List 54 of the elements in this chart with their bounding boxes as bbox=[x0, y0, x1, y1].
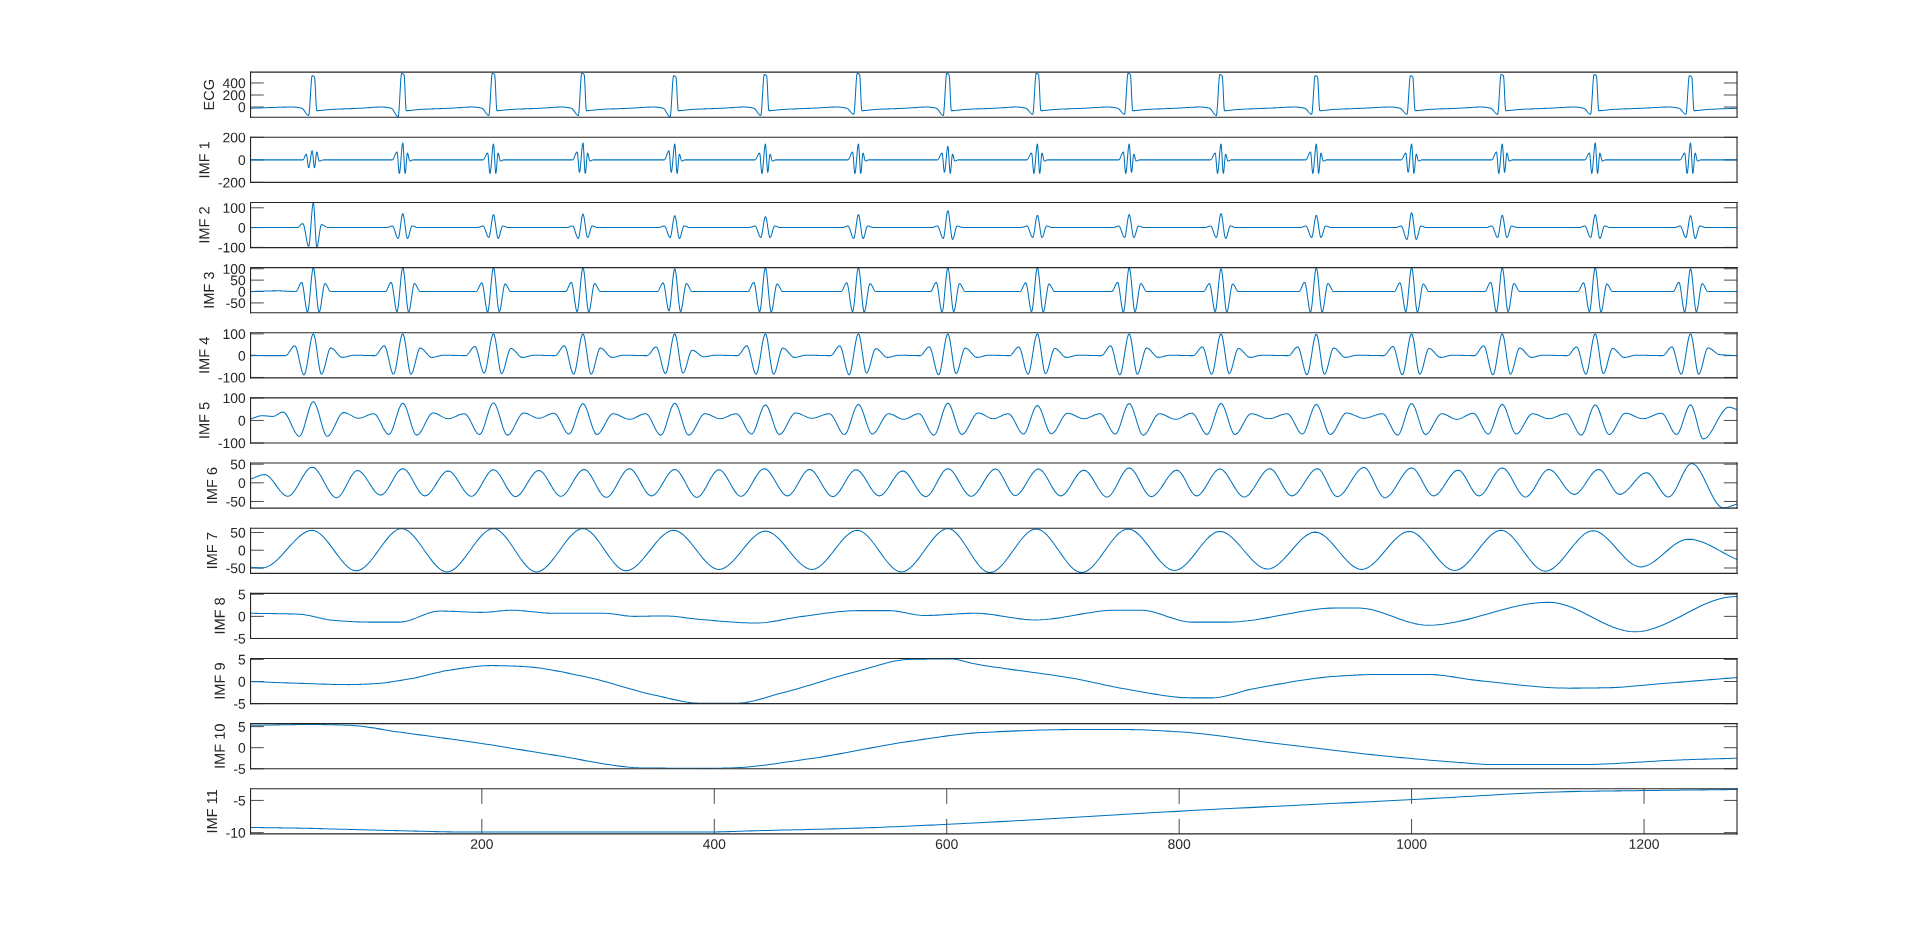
y-tick-label: 200 bbox=[223, 132, 246, 143]
y-axis-title: IMF 9 bbox=[214, 663, 225, 699]
y-axis-title: IMF 4 bbox=[199, 337, 210, 373]
y-tick-label: -5 bbox=[233, 795, 246, 806]
y-tick-label: 100 bbox=[223, 264, 246, 274]
y-tick-label: 50 bbox=[230, 459, 246, 470]
y-tick-label: 5 bbox=[238, 654, 246, 665]
y-tick-label: 0 bbox=[238, 415, 246, 426]
x-tick-label: 600 bbox=[935, 839, 958, 849]
y-tick-label: 400 bbox=[222, 78, 246, 89]
y-tick-label: -50 bbox=[226, 496, 246, 507]
y-tick-label: 50 bbox=[230, 275, 246, 286]
y-axis-title: IMF 3 bbox=[203, 272, 215, 308]
y-tick-label: -10 bbox=[226, 827, 246, 838]
x-tick-label: 400 bbox=[703, 839, 726, 849]
y-tick-label: 100 bbox=[223, 329, 246, 340]
y-axis-title: ECG bbox=[203, 80, 215, 110]
y-tick-label: 0 bbox=[238, 350, 246, 361]
y-tick-label: 0 bbox=[238, 478, 246, 488]
y-tick-label: -5 bbox=[233, 764, 246, 774]
x-tick-label: 1000 bbox=[1397, 839, 1427, 849]
y-tick-label: -5 bbox=[233, 633, 246, 644]
y-axis-title: IMF 8 bbox=[214, 597, 225, 634]
y-tick-label: 0 bbox=[238, 743, 246, 753]
y-tick-label: 100 bbox=[223, 203, 246, 213]
y-axis-title: IMF 1 bbox=[199, 141, 210, 178]
y-tick-label: -50 bbox=[226, 298, 246, 309]
y-axis-title: IMF 5 bbox=[199, 402, 210, 438]
y-tick-label: 0 bbox=[238, 611, 246, 622]
y-tick-label: 100 bbox=[223, 393, 246, 404]
y-tick-label: -100 bbox=[218, 242, 246, 253]
y-tick-label: 0 bbox=[238, 545, 246, 556]
y-axis-title: IMF 2 bbox=[199, 207, 210, 243]
x-tick-label: 200 bbox=[470, 839, 493, 849]
y-tick-label: 200 bbox=[223, 90, 246, 101]
x-tick-label: 800 bbox=[1168, 839, 1191, 849]
y-tick-label: -200 bbox=[218, 177, 246, 188]
y-tick-label: 0 bbox=[238, 676, 246, 687]
y-tick-label: 0 bbox=[238, 102, 246, 113]
y-tick-label: 5 bbox=[238, 589, 246, 600]
y-tick-label: -100 bbox=[218, 438, 246, 449]
y-axis-title: IMF 7 bbox=[207, 532, 218, 569]
y-tick-label: 5 bbox=[238, 722, 246, 732]
y-axis-title: IMF 11 bbox=[207, 789, 218, 833]
y-tick-label: -100 bbox=[218, 372, 246, 383]
y-tick-label: 0 bbox=[238, 286, 246, 297]
y-axis-title: IMF 10 bbox=[214, 724, 225, 768]
y-tick-label: 0 bbox=[238, 222, 246, 233]
y-axis-title: IMF 6 bbox=[206, 467, 218, 503]
x-tick-label: 1200 bbox=[1629, 839, 1659, 849]
y-tick-label: 50 bbox=[230, 527, 246, 538]
y-tick-label: 0 bbox=[238, 155, 246, 166]
y-tick-label: -5 bbox=[233, 699, 246, 709]
y-tick-label: -50 bbox=[226, 563, 246, 574]
